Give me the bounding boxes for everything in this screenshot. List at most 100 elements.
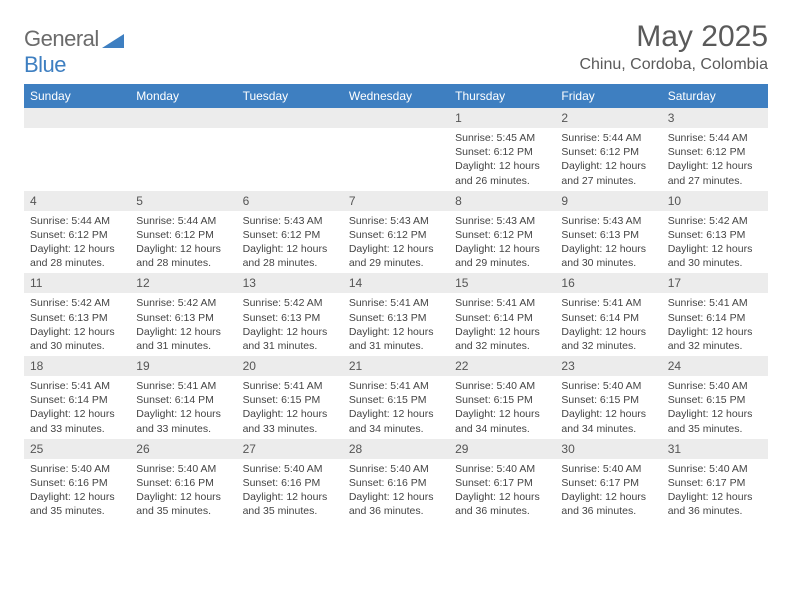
day-cell: Sunrise: 5:43 AMSunset: 6:13 PMDaylight:… (555, 211, 661, 274)
calendar-page: GeneralBlue May 2025 Chinu, Cordoba, Col… (0, 0, 792, 531)
day-number: 24 (662, 356, 768, 376)
day-cell: Sunrise: 5:40 AMSunset: 6:17 PMDaylight:… (555, 459, 661, 522)
day-number: 7 (343, 191, 449, 211)
brand-triangle-icon (102, 32, 124, 48)
day-cell: Sunrise: 5:40 AMSunset: 6:17 PMDaylight:… (662, 459, 768, 522)
day-cell: Sunrise: 5:43 AMSunset: 6:12 PMDaylight:… (237, 211, 343, 274)
day-cell: Sunrise: 5:40 AMSunset: 6:15 PMDaylight:… (662, 376, 768, 439)
weekday-header: Friday (555, 84, 661, 108)
day-cell: Sunrise: 5:40 AMSunset: 6:15 PMDaylight:… (555, 376, 661, 439)
day-number: 17 (662, 273, 768, 293)
day-cell: Sunrise: 5:42 AMSunset: 6:13 PMDaylight:… (24, 293, 130, 356)
weekday-header: Tuesday (237, 84, 343, 108)
day-number: 26 (130, 439, 236, 459)
weekday-header: Monday (130, 84, 236, 108)
day-cell: Sunrise: 5:44 AMSunset: 6:12 PMDaylight:… (130, 211, 236, 274)
day-number-row: 45678910 (24, 191, 768, 211)
day-number: 5 (130, 191, 236, 211)
day-cell: Sunrise: 5:41 AMSunset: 6:14 PMDaylight:… (662, 293, 768, 356)
brand-part2: Blue (24, 52, 66, 77)
day-cell: Sunrise: 5:42 AMSunset: 6:13 PMDaylight:… (237, 293, 343, 356)
day-number: 3 (662, 108, 768, 128)
day-cell: Sunrise: 5:40 AMSunset: 6:16 PMDaylight:… (237, 459, 343, 522)
day-number: 9 (555, 191, 661, 211)
day-cell: Sunrise: 5:42 AMSunset: 6:13 PMDaylight:… (662, 211, 768, 274)
empty-day-number (24, 108, 130, 128)
day-number: 27 (237, 439, 343, 459)
day-cell: Sunrise: 5:43 AMSunset: 6:12 PMDaylight:… (343, 211, 449, 274)
day-content-row: Sunrise: 5:40 AMSunset: 6:16 PMDaylight:… (24, 459, 768, 522)
day-content-row: Sunrise: 5:45 AMSunset: 6:12 PMDaylight:… (24, 128, 768, 191)
day-cell: Sunrise: 5:40 AMSunset: 6:16 PMDaylight:… (130, 459, 236, 522)
empty-day-cell (237, 128, 343, 191)
day-number: 4 (24, 191, 130, 211)
day-number: 11 (24, 273, 130, 293)
weekday-header: Sunday (24, 84, 130, 108)
day-number: 8 (449, 191, 555, 211)
day-cell: Sunrise: 5:40 AMSunset: 6:16 PMDaylight:… (24, 459, 130, 522)
day-number-row: 25262728293031 (24, 439, 768, 459)
day-content-row: Sunrise: 5:42 AMSunset: 6:13 PMDaylight:… (24, 293, 768, 356)
brand-part1: General (24, 26, 99, 51)
day-number: 14 (343, 273, 449, 293)
weekday-header: Thursday (449, 84, 555, 108)
day-content-row: Sunrise: 5:44 AMSunset: 6:12 PMDaylight:… (24, 211, 768, 274)
day-cell: Sunrise: 5:40 AMSunset: 6:16 PMDaylight:… (343, 459, 449, 522)
day-number: 6 (237, 191, 343, 211)
day-cell: Sunrise: 5:45 AMSunset: 6:12 PMDaylight:… (449, 128, 555, 191)
day-cell: Sunrise: 5:41 AMSunset: 6:13 PMDaylight:… (343, 293, 449, 356)
day-number-row: 18192021222324 (24, 356, 768, 376)
calendar-table: SundayMondayTuesdayWednesdayThursdayFrid… (24, 84, 768, 521)
day-cell: Sunrise: 5:41 AMSunset: 6:15 PMDaylight:… (237, 376, 343, 439)
weekday-header: Wednesday (343, 84, 449, 108)
day-cell: Sunrise: 5:40 AMSunset: 6:15 PMDaylight:… (449, 376, 555, 439)
calendar-body: 123 Sunrise: 5:45 AMSunset: 6:12 PMDayli… (24, 108, 768, 521)
empty-day-cell (24, 128, 130, 191)
day-number: 31 (662, 439, 768, 459)
empty-day-number (130, 108, 236, 128)
day-number: 22 (449, 356, 555, 376)
day-number: 1 (449, 108, 555, 128)
day-number: 16 (555, 273, 661, 293)
day-number: 29 (449, 439, 555, 459)
brand-text: GeneralBlue (24, 26, 124, 78)
title-block: May 2025 Chinu, Cordoba, Colombia (579, 20, 768, 74)
day-number: 20 (237, 356, 343, 376)
day-cell: Sunrise: 5:41 AMSunset: 6:14 PMDaylight:… (449, 293, 555, 356)
day-number: 13 (237, 273, 343, 293)
day-cell: Sunrise: 5:43 AMSunset: 6:12 PMDaylight:… (449, 211, 555, 274)
weekday-header-row: SundayMondayTuesdayWednesdayThursdayFrid… (24, 84, 768, 108)
day-cell: Sunrise: 5:41 AMSunset: 6:14 PMDaylight:… (130, 376, 236, 439)
empty-day-number (343, 108, 449, 128)
empty-day-cell (130, 128, 236, 191)
brand-logo: GeneralBlue (24, 26, 124, 78)
day-number-row: 11121314151617 (24, 273, 768, 293)
day-cell: Sunrise: 5:44 AMSunset: 6:12 PMDaylight:… (555, 128, 661, 191)
location-text: Chinu, Cordoba, Colombia (579, 56, 768, 74)
day-cell: Sunrise: 5:40 AMSunset: 6:17 PMDaylight:… (449, 459, 555, 522)
day-cell: Sunrise: 5:41 AMSunset: 6:14 PMDaylight:… (555, 293, 661, 356)
day-cell: Sunrise: 5:44 AMSunset: 6:12 PMDaylight:… (24, 211, 130, 274)
empty-day-number (237, 108, 343, 128)
day-number-row: 123 (24, 108, 768, 128)
day-cell: Sunrise: 5:41 AMSunset: 6:15 PMDaylight:… (343, 376, 449, 439)
day-content-row: Sunrise: 5:41 AMSunset: 6:14 PMDaylight:… (24, 376, 768, 439)
day-number: 30 (555, 439, 661, 459)
day-number: 19 (130, 356, 236, 376)
day-number: 28 (343, 439, 449, 459)
day-number: 15 (449, 273, 555, 293)
day-number: 25 (24, 439, 130, 459)
day-number: 10 (662, 191, 768, 211)
empty-day-cell (343, 128, 449, 191)
day-cell: Sunrise: 5:41 AMSunset: 6:14 PMDaylight:… (24, 376, 130, 439)
month-title: May 2025 (579, 20, 768, 54)
page-header: GeneralBlue May 2025 Chinu, Cordoba, Col… (24, 20, 768, 78)
weekday-header: Saturday (662, 84, 768, 108)
day-number: 23 (555, 356, 661, 376)
day-cell: Sunrise: 5:44 AMSunset: 6:12 PMDaylight:… (662, 128, 768, 191)
day-number: 2 (555, 108, 661, 128)
day-cell: Sunrise: 5:42 AMSunset: 6:13 PMDaylight:… (130, 293, 236, 356)
day-number: 18 (24, 356, 130, 376)
day-number: 12 (130, 273, 236, 293)
day-number: 21 (343, 356, 449, 376)
